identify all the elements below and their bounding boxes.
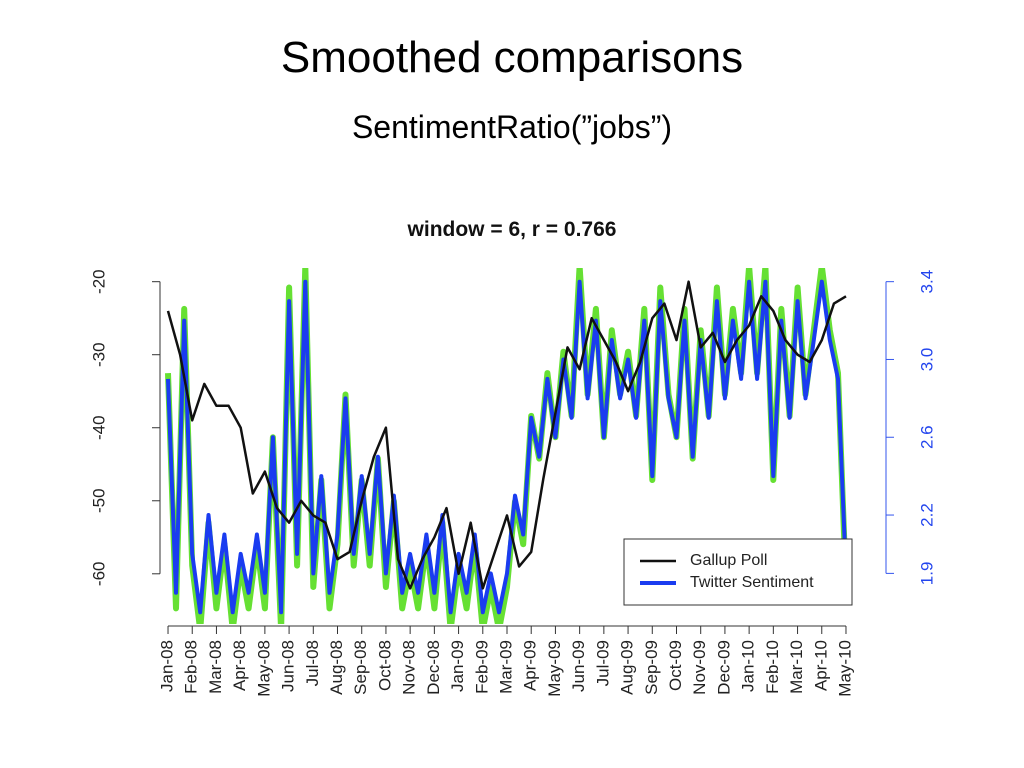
x-tick-label: Jan-09 <box>448 640 467 692</box>
legend-label: Gallup Poll <box>690 552 767 569</box>
x-tick-label: Oct-08 <box>375 640 394 691</box>
plot-area <box>165 268 849 624</box>
x-tick-label: Aug-09 <box>618 640 637 695</box>
x-tick-label: Nov-09 <box>690 640 709 695</box>
series-line <box>165 268 849 624</box>
x-tick-label: Nov-08 <box>400 640 419 695</box>
y-tick-label: -20 <box>89 269 108 294</box>
y-tick-label: -30 <box>89 342 108 367</box>
x-tick-label: Sep-08 <box>351 640 370 695</box>
y-tick-label: -40 <box>89 415 108 440</box>
x-tick-label: Jan-10 <box>739 640 758 692</box>
y2-tick-label: 1.9 <box>917 562 936 586</box>
legend-box <box>623 538 853 606</box>
x-tick-label: Apr-09 <box>521 640 540 691</box>
y-tick-label: -60 <box>89 562 108 587</box>
series-line <box>166 280 847 590</box>
x-tick-label: Apr-08 <box>230 640 249 691</box>
x-tick-label: May-10 <box>835 640 854 697</box>
y2-tick-label: 3.0 <box>917 348 936 372</box>
x-tick-label: Mar-08 <box>206 640 225 694</box>
x-tick-label: Mar-09 <box>496 640 515 694</box>
x-tick-label: Feb-08 <box>182 640 201 694</box>
x-tick-label: Sep-09 <box>642 640 661 695</box>
x-tick-label: Feb-10 <box>763 640 782 694</box>
x-tick-label: Aug-08 <box>327 640 346 695</box>
slide-title: Smoothed comparisons <box>281 33 743 82</box>
x-tick-label: Dec-08 <box>424 640 443 695</box>
x-tick-label: Jun-08 <box>279 640 298 692</box>
y2-tick-label: 3.4 <box>917 270 936 294</box>
series-line <box>166 279 848 615</box>
x-tick-label: Mar-10 <box>787 640 806 694</box>
x-tick-label: Dec-09 <box>714 640 733 695</box>
chart-title: window = 6, r = 0.766 <box>407 218 617 241</box>
x-tick-label: Oct-09 <box>666 640 685 691</box>
x-tick-label: May-08 <box>254 640 273 697</box>
y-tick-label: -50 <box>89 488 108 513</box>
x-tick-label: Jul-08 <box>303 640 322 686</box>
y2-tick-label: 2.2 <box>917 503 936 527</box>
x-tick-label: Jan-08 <box>158 640 177 692</box>
x-tick-label: Feb-09 <box>472 640 491 694</box>
x-tick-label: Jun-09 <box>569 640 588 692</box>
y2-tick-label: 2.6 <box>917 425 936 449</box>
x-tick-label: May-09 <box>545 640 564 697</box>
x-tick-label: Jul-09 <box>593 640 612 686</box>
legend-label: Twitter Sentiment <box>690 574 814 591</box>
x-tick-label: Apr-10 <box>811 640 830 691</box>
slide-subtitle: SentimentRatio(”jobs”) <box>352 109 672 145</box>
